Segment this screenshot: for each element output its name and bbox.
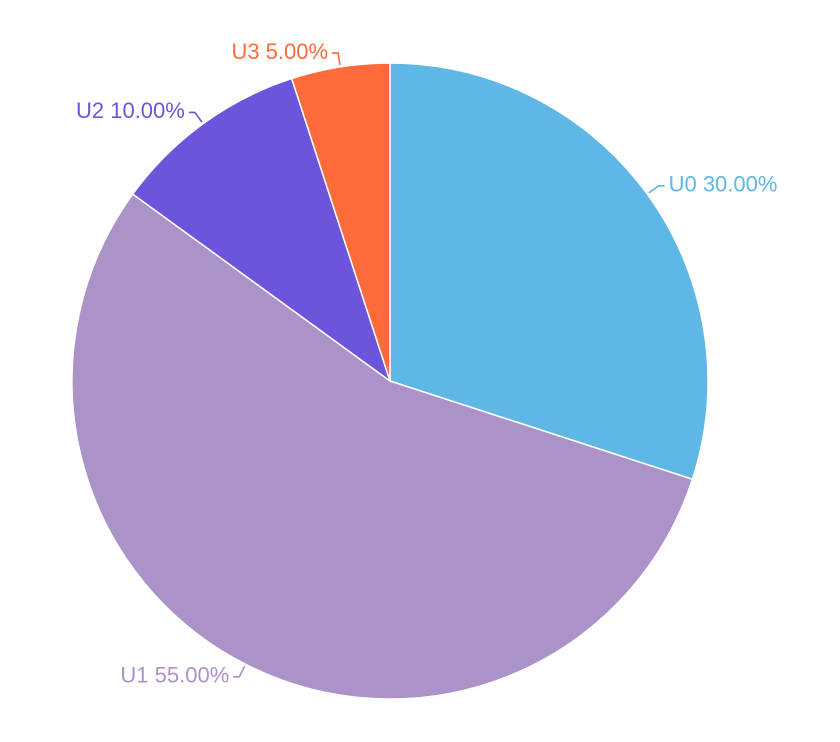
leader-line-u3 xyxy=(332,52,341,66)
slice-label-u3: U3 5.00% xyxy=(231,39,328,64)
pie-slice-u0[interactable] xyxy=(389,62,709,481)
labels-layer: U0 30.00% U1 55.00% U2 10.00% U3 5.00% xyxy=(76,39,777,688)
leader-line-u2 xyxy=(188,111,203,123)
leader-line-u0 xyxy=(648,185,665,194)
pie-slice-u1[interactable] xyxy=(71,193,694,700)
pie-slice-u2[interactable] xyxy=(131,77,392,383)
pie-slice-u3[interactable] xyxy=(290,62,391,382)
slice-label-u0: U0 30.00% xyxy=(669,172,778,197)
slices-layer xyxy=(71,62,709,700)
leader-line-u1 xyxy=(233,665,246,678)
leaders-layer xyxy=(188,52,665,678)
slice-label-u2: U2 10.00% xyxy=(76,98,185,123)
slice-label-u1: U1 55.00% xyxy=(120,663,229,688)
